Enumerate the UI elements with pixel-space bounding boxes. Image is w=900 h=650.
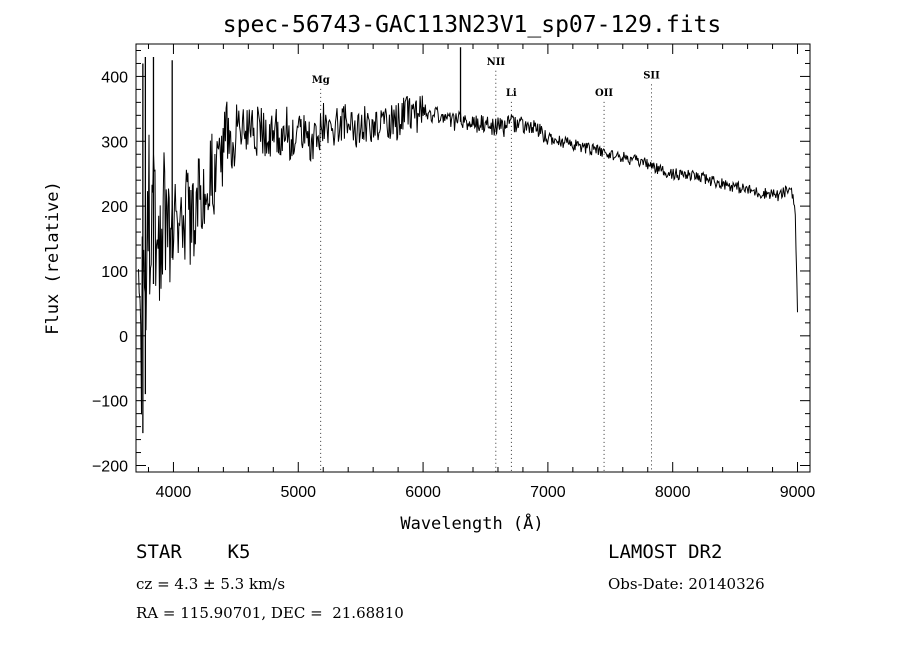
x-tick-label: 4000 xyxy=(156,484,192,501)
chart-title: spec-56743-GAC113N23V1_sp07-129.fits xyxy=(223,12,722,38)
x-tick-label: 8000 xyxy=(655,484,691,501)
y-tick-label: 200 xyxy=(101,199,128,216)
spectrum-series xyxy=(138,95,798,415)
series-group xyxy=(138,47,798,434)
spectral-line-label: NII xyxy=(487,57,506,68)
y-tick-label: 100 xyxy=(101,264,128,281)
observation-date: Obs-Date: 20140326 xyxy=(608,575,765,593)
x-axis-label: Wavelength (Å) xyxy=(400,512,543,534)
spectral-line-label: Li xyxy=(506,88,517,99)
x-tick-label: 7000 xyxy=(530,484,566,501)
object-class: STAR K5 xyxy=(136,541,251,563)
x-tick-label: 5000 xyxy=(280,484,316,501)
spectral-line-label: SII xyxy=(643,70,660,81)
y-tick-label: 400 xyxy=(101,69,128,86)
coordinates: RA = 115.90701, DEC = 21.68810 xyxy=(136,604,404,622)
y-tick-label: −100 xyxy=(92,394,128,411)
survey-name: LAMOST DR2 xyxy=(608,541,723,563)
y-tick-label: 300 xyxy=(101,134,128,151)
x-tick-label: 9000 xyxy=(780,484,816,501)
redshift-cz: cz = 4.3 ± 5.3 km/s xyxy=(136,575,286,593)
y-tick-label: 0 xyxy=(119,329,128,346)
y-axis-label: Flux (relative) xyxy=(43,181,63,335)
axis-ticks: 4000 5000 6000 7000 8000 9000 −200 −100 0 100 200 3… xyxy=(92,44,815,501)
y-tick-label: −200 xyxy=(92,459,128,476)
spectral-line-label: OII xyxy=(595,88,613,99)
spectral-line-markers: Mg NII Li OII SII xyxy=(312,57,660,472)
spectral-line-label: Mg xyxy=(312,75,330,86)
x-tick-label: 6000 xyxy=(405,484,441,501)
